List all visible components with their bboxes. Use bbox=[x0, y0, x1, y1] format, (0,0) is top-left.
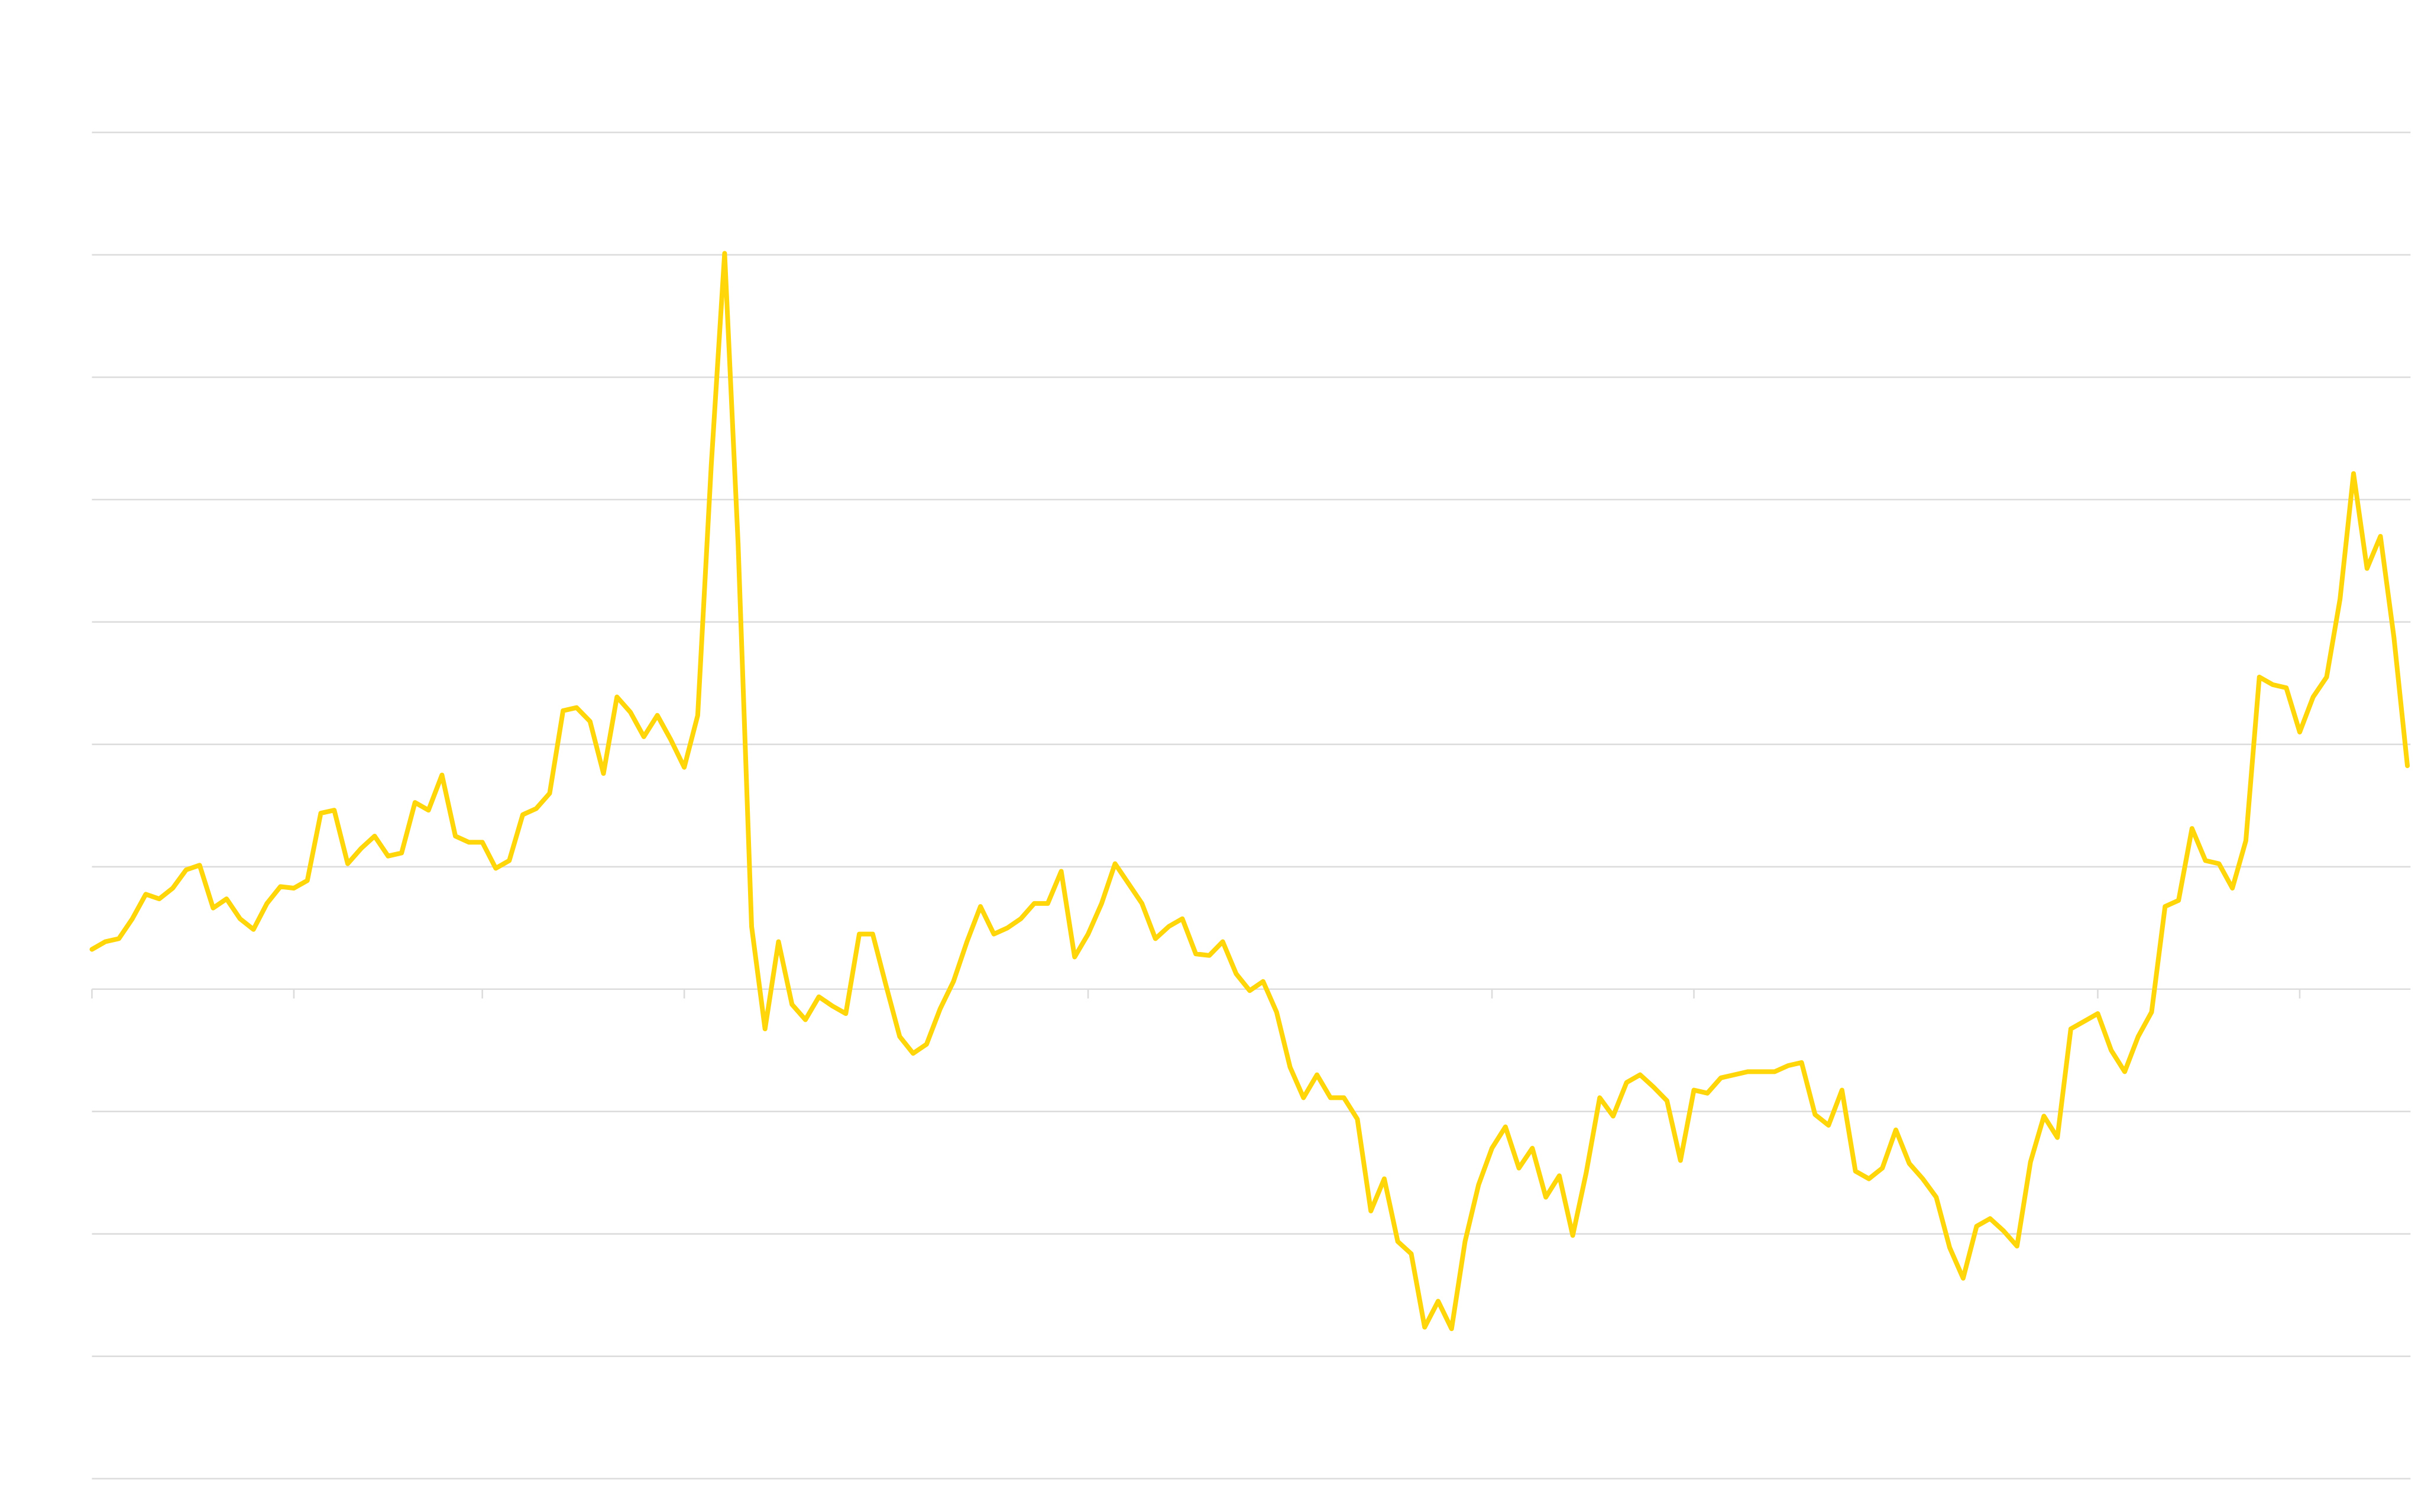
line-series bbox=[89, 251, 2410, 1332]
